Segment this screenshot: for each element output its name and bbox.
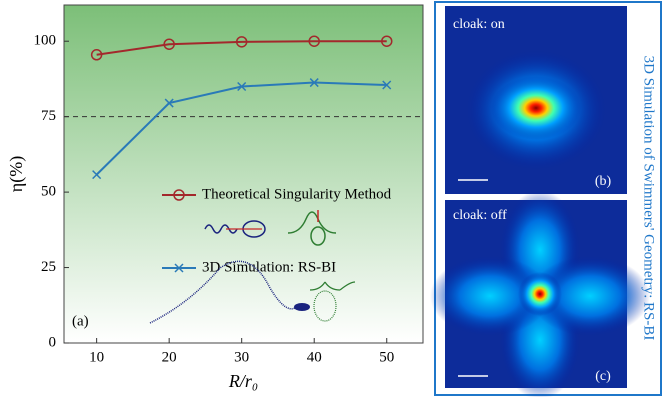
marker bbox=[309, 78, 319, 88]
side-title: 3D Simulation of Swimmers' Geometry: RS-… bbox=[641, 56, 657, 341]
legend-label: Theoretical Singularity Method bbox=[202, 186, 392, 202]
marker bbox=[237, 81, 247, 92]
marker bbox=[380, 35, 393, 47]
marker bbox=[163, 38, 175, 50]
legend-label: 3D Simulation: RS-BI bbox=[202, 259, 336, 275]
x-tick-label: 40 bbox=[307, 349, 322, 365]
marker bbox=[164, 98, 174, 108]
heatmap-bottom bbox=[430, 190, 650, 400]
x-tick-label: 20 bbox=[162, 349, 177, 365]
panel-label: (a) bbox=[72, 313, 89, 329]
y-axis-label: η(%) bbox=[6, 156, 27, 192]
y-tick-label: 75 bbox=[41, 108, 56, 124]
panel-label: (b) bbox=[595, 174, 612, 189]
legend-marker bbox=[173, 189, 185, 201]
x-axis-label: R/r₀ bbox=[228, 371, 258, 391]
x-tick-label: 50 bbox=[379, 349, 394, 365]
panel-caption: cloak: on bbox=[453, 17, 505, 32]
marker bbox=[92, 170, 102, 180]
heatmap-top bbox=[445, 6, 627, 194]
y-tick-label: 100 bbox=[34, 33, 57, 49]
x-tick-label: 10 bbox=[89, 349, 104, 365]
marker bbox=[235, 36, 248, 48]
series-line bbox=[96, 40, 387, 56]
marker bbox=[382, 80, 392, 90]
marker bbox=[308, 35, 320, 47]
marker bbox=[90, 49, 103, 61]
y-tick-label: 50 bbox=[41, 184, 56, 200]
legend-icons bbox=[149, 210, 356, 324]
panel-label: (c) bbox=[595, 369, 611, 384]
legend-marker bbox=[174, 263, 184, 273]
y-tick-label: 0 bbox=[49, 334, 57, 350]
y-tick-label: 25 bbox=[41, 259, 56, 275]
x-tick-label: 30 bbox=[234, 349, 249, 365]
panel-caption: cloak: off bbox=[453, 208, 507, 223]
plot-area bbox=[63, 4, 424, 344]
